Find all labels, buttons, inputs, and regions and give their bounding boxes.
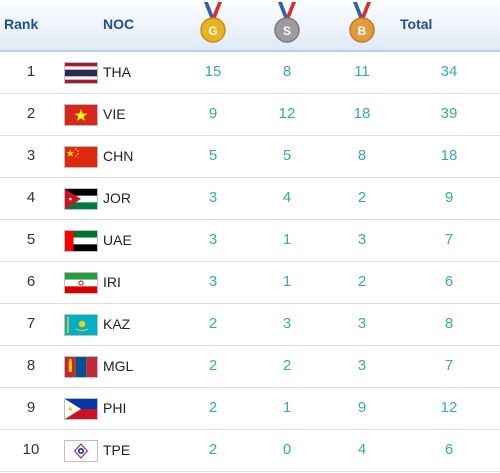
- gold-count: 3: [208, 273, 218, 290]
- table-row: 10 TPE 2 0 4 6: [0, 429, 500, 472]
- noc-header[interactable]: NOC: [103, 16, 135, 32]
- table-row: 3 CHN 5 5 8 18: [0, 135, 500, 178]
- total-count: 7: [444, 357, 454, 374]
- gold-count: 2: [208, 441, 218, 458]
- noc-cell[interactable]: THA: [103, 64, 131, 80]
- noc-cell[interactable]: VIE: [103, 106, 126, 122]
- noc-cell[interactable]: MGL: [103, 358, 134, 374]
- gold-count: 3: [208, 231, 218, 248]
- gold-medal-letter: G: [208, 24, 217, 38]
- silver-count: 4: [282, 189, 292, 206]
- bronze-medal-icon[interactable]: B: [347, 2, 377, 44]
- rank-cell: 6: [26, 273, 36, 290]
- vietnam-flag-icon: [64, 104, 98, 126]
- noc-cell[interactable]: TPE: [103, 442, 131, 458]
- silver-count: 5: [282, 147, 292, 164]
- silver-count: 8: [282, 63, 292, 80]
- gold-count: 9: [208, 105, 218, 122]
- silver-count: 1: [282, 399, 292, 416]
- jordan-flag-icon: [64, 188, 98, 210]
- noc-cell[interactable]: UAE: [103, 232, 132, 248]
- iran-flag-icon: [64, 272, 98, 294]
- bronze-count: 4: [357, 441, 367, 458]
- rank-cell: 2: [26, 105, 36, 122]
- bronze-medal-letter: B: [358, 24, 367, 38]
- total-count: 12: [440, 399, 458, 416]
- total-count: 9: [444, 189, 454, 206]
- total-header[interactable]: Total: [400, 16, 433, 32]
- rank-header[interactable]: Rank: [4, 16, 39, 32]
- gold-count: 15: [204, 63, 222, 80]
- total-count: 18: [440, 147, 458, 164]
- noc-cell[interactable]: PHI: [103, 400, 127, 416]
- gold-medal-icon[interactable]: G: [198, 2, 228, 44]
- table-row: 2 VIE 9 12 18 39: [0, 93, 500, 136]
- silver-medal-letter: S: [283, 24, 291, 38]
- table-row: 8 MGL 2 2 3 7: [0, 345, 500, 388]
- noc-cell[interactable]: JOR: [103, 190, 131, 206]
- bronze-count: 2: [357, 189, 367, 206]
- noc-cell[interactable]: KAZ: [103, 316, 131, 332]
- mongolia-flag-icon: [64, 356, 98, 378]
- bronze-count: 18: [353, 105, 371, 122]
- table-row: 1 THA 15 8 11 34: [0, 51, 500, 94]
- rank-cell: 3: [26, 147, 36, 164]
- silver-count: 3: [282, 315, 292, 332]
- total-count: 39: [440, 105, 458, 122]
- total-count: 6: [444, 441, 454, 458]
- table-row: 4 JOR 3 4 2 9: [0, 177, 500, 220]
- bronze-count: 3: [357, 315, 367, 332]
- gold-count: 2: [208, 357, 218, 374]
- table-row: 6 IRI 3 1 2 6: [0, 261, 500, 304]
- bronze-count: 3: [357, 231, 367, 248]
- table-header: Rank NOC G S B Total: [0, 0, 500, 52]
- total-count: 8: [444, 315, 454, 332]
- rank-cell: 7: [26, 315, 36, 332]
- bronze-count: 11: [354, 63, 370, 80]
- rank-cell: 8: [26, 357, 36, 374]
- bronze-count: 8: [357, 147, 367, 164]
- table-row: 7 KAZ 2 3 3 8: [0, 303, 500, 346]
- silver-medal-icon[interactable]: S: [272, 2, 302, 44]
- gold-count: 2: [208, 315, 218, 332]
- philippines-flag-icon: [64, 398, 98, 420]
- uae-flag-icon: [64, 230, 98, 252]
- noc-cell[interactable]: IRI: [103, 274, 121, 290]
- noc-cell[interactable]: CHN: [103, 148, 134, 164]
- chinese-taipei-flag-icon: [64, 440, 98, 462]
- rank-cell: 10: [22, 441, 40, 458]
- total-count: 6: [444, 273, 454, 290]
- rank-cell: 1: [26, 63, 36, 80]
- total-count: 7: [444, 231, 454, 248]
- bronze-count: 3: [357, 357, 367, 374]
- china-flag-icon: [64, 146, 98, 168]
- table-row: 9 PHI 2 1 9 12: [0, 387, 500, 430]
- gold-count: 5: [208, 147, 218, 164]
- silver-count: 12: [278, 105, 296, 122]
- rank-cell: 9: [26, 399, 36, 416]
- gold-count: 2: [208, 399, 218, 416]
- rank-cell: 5: [26, 231, 36, 248]
- rank-cell: 4: [26, 189, 36, 206]
- bronze-count: 9: [357, 399, 367, 416]
- table-row: 5 UAE 3 1 3 7: [0, 219, 500, 262]
- total-count: 34: [440, 63, 458, 80]
- thailand-flag-icon: [64, 62, 98, 84]
- silver-count: 0: [282, 441, 292, 458]
- silver-count: 1: [282, 231, 292, 248]
- silver-count: 2: [282, 357, 292, 374]
- kazakhstan-flag-icon: [64, 314, 98, 336]
- bronze-count: 2: [357, 273, 367, 290]
- silver-count: 1: [282, 273, 292, 290]
- gold-count: 3: [208, 189, 218, 206]
